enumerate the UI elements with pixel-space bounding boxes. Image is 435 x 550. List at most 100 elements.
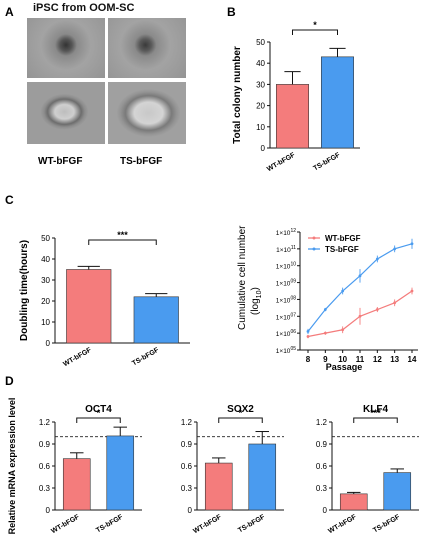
chart-b-y-tick-label: 10 [256,123,265,132]
chart-c2-data-point [393,301,397,305]
chart-d1-y-tick-label: 1.2 [39,418,51,427]
chart-d1-chart-title: OCT4 [85,404,112,415]
chart-c1-y-tick-label: 20 [41,297,50,306]
chart-d2-y-tick-label: 1.2 [181,418,193,427]
chart-d2-y-tick-label: 0 [188,506,193,515]
chart-b-significance-label: * [313,20,317,30]
chart-c2-y-tick-label: 1×1011 [276,245,296,254]
chart-d1-y-tick-label: 0.6 [39,462,51,471]
chart-b-y-tick-label: 40 [256,59,265,68]
chart-b-y-tick-label: 30 [256,80,265,89]
chart-d2-chart-title: SOX2 [227,404,254,415]
panel-a-label-wt: WT-bFGF [38,156,82,167]
chart-d2-category-label: WT-bFGF [192,513,223,535]
chart-c2-data-point [375,308,379,311]
chart-b-category-label: TS-bFGF [312,151,342,172]
chart-c1-y-tick-label: 10 [41,318,50,327]
micrograph-wt-top [27,18,105,78]
chart-c2-x-tick-label: 14 [408,355,417,364]
chart-c2-y-tick-label: 1×1006 [276,329,296,338]
chart-d1-y-tick-label: 0 [46,506,51,515]
panel-letter-a: A [5,5,14,19]
chart-c1-significance-label: *** [117,230,128,240]
chart-c2-y-tick-label: 1×1010 [276,262,296,271]
panel-a-label-ts: TS-bFGF [120,156,162,167]
chart-c1-bar-ts [133,296,179,344]
chart-b-y-axis-label: Total colony number [232,46,243,144]
chart-d1-y-axis-label: Relative mRNA expression level [7,398,17,535]
chart-d2-y-tick-label: 0.6 [181,462,193,471]
chart-c2-x-tick-label: 9 [323,355,328,364]
chart-d3-y-tick-label: 1.2 [316,418,328,427]
chart-d1-significance-bracket [76,417,121,423]
chart-d2-y-tick-label: 0.3 [181,484,193,493]
lc-xlabel: Passage [326,362,363,372]
chart-c2-data-point [410,289,414,293]
micrograph-ts-top [108,18,186,78]
chart-d3-chart-title: KLF4 [363,404,388,415]
chart-c2-x-tick-label: 10 [338,355,347,364]
lc-ylabel-main: Cumulative cell number [237,225,248,330]
chart-d3-category-label: TS-bFGF [372,513,402,534]
chart-d2-bar-ts [248,443,277,511]
chart-d1-y-tick-label: 0.9 [39,440,51,449]
chart-b-significance-bracket [292,29,338,35]
chart-c2-data-point [358,314,362,318]
chart-c2-y-tick-label: 1×1008 [276,295,296,304]
chart-c2-x-tick-label: 8 [306,355,311,364]
chart-d3-y-tick-label: 0.9 [316,440,328,449]
chart-c2-data-point [306,335,310,338]
chart-d1-category-label: TS-bFGF [95,513,125,534]
chart-c2-data-point [410,242,414,246]
chart-c1-bar-wt [66,269,112,344]
chart-b-y-tick-label: 50 [256,38,265,47]
chart-c1-y-tick-label: 50 [41,234,50,243]
chart-c2-y-tick-label: 1×1005 [276,346,296,355]
chart-d2-category-label: TS-bFGF [237,513,267,534]
panel-letter-b: B [227,5,236,19]
chart-c2-x-tick-label: 11 [356,355,365,364]
chart-d3-y-tick-label: 0.6 [316,462,328,471]
chart-c2-data-point [375,257,379,261]
chart-c1-category-label: TS-bFGF [131,346,161,367]
chart-d3-category-label: WT-bFGF [327,513,358,535]
chart-b-y-tick-label: 20 [256,102,265,111]
chart-d3-significance-bracket [353,417,398,423]
chart-b-bar-wt [275,84,309,149]
chart-d3-bar-wt [339,493,368,511]
lc-ylabel-unit: (log10) [250,287,263,315]
chart-d2-bar-wt [204,462,233,511]
chart-c2-data-point [323,331,327,335]
micrograph-wt-bottom [27,82,105,144]
micrograph-ts-bottom [108,82,186,144]
chart-d1-bar-ts [106,435,135,511]
chart-d2-significance-label: * [239,408,243,418]
chart-c2-y-tick-label: 1×1009 [276,279,296,288]
chart-c1-y-axis-label: Doubling time(hours) [19,240,30,341]
chart-b-y-tick-label: 0 [261,144,266,153]
chart-d3-y-tick-label: 0.3 [316,484,328,493]
chart-b-bar-ts [320,56,354,149]
chart-d1-category-label: WT-bFGF [50,513,81,535]
chart-c2-data-point [341,289,345,293]
chart-d1-significance-label: * [97,408,101,418]
chart-d3-bar-ts [383,472,412,511]
chart-c2-data-point [306,330,310,333]
chart-c2-y-tick-label: 1×1007 [276,312,296,321]
chart-c2-data-point [393,247,397,251]
chart-c1-significance-bracket [88,239,157,245]
chart-d3-y-tick-label: 0 [323,506,328,515]
chart-c2-legend-label: WT-bFGF [325,234,361,243]
chart-c2-legend-label: TS-bFGF [325,245,359,254]
chart-c2-data-point [358,274,362,278]
chart-d2-y-tick-label: 0.9 [181,440,193,449]
chart-c2-data-point [323,308,327,311]
panel-letter-c: C [5,193,14,207]
chart-c2-x-tick-label: 13 [390,355,399,364]
chart-c2-y-tick-label: 1×1012 [276,228,296,237]
panel-letter-d: D [5,374,14,388]
chart-c1-y-tick-label: 30 [41,276,50,285]
chart-d2-significance-bracket [218,417,263,423]
chart-c1-category-label: WT-bFGF [62,346,93,368]
